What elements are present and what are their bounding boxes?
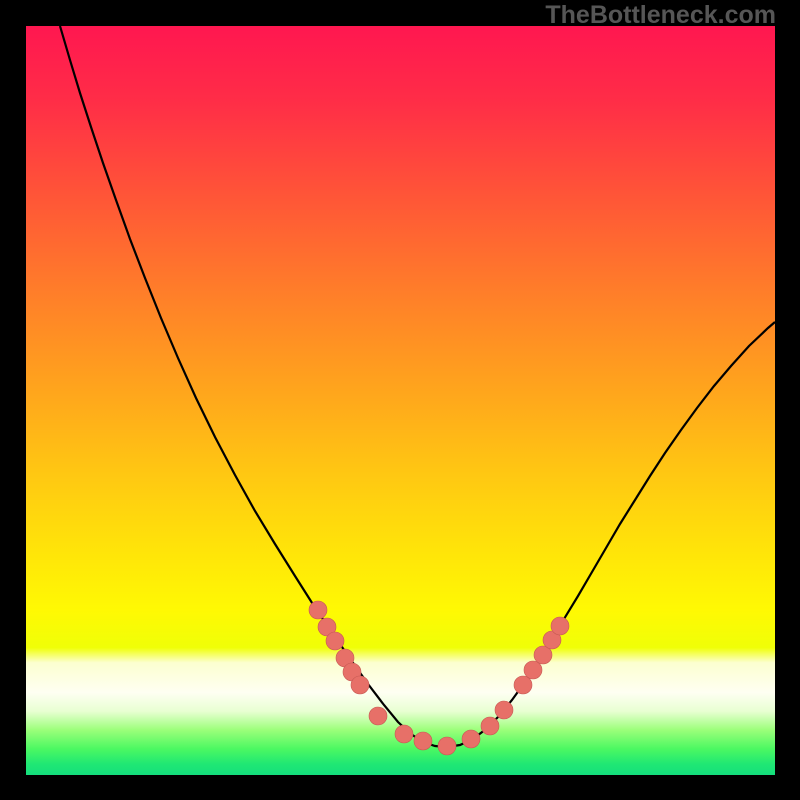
markers-group xyxy=(309,601,569,755)
data-marker xyxy=(462,730,480,748)
curve-layer xyxy=(26,26,775,775)
data-marker xyxy=(551,617,569,635)
data-marker xyxy=(309,601,327,619)
data-marker xyxy=(326,632,344,650)
data-marker xyxy=(438,737,456,755)
data-marker xyxy=(495,701,513,719)
data-marker xyxy=(524,661,542,679)
watermark-text: TheBottleneck.com xyxy=(545,1,776,30)
data-marker xyxy=(414,732,432,750)
data-marker xyxy=(369,707,387,725)
plot-area xyxy=(26,26,775,775)
data-marker xyxy=(514,676,532,694)
chart-stage: TheBottleneck.com xyxy=(0,0,800,800)
data-marker xyxy=(351,676,369,694)
bottleneck-curve xyxy=(60,26,775,747)
data-marker xyxy=(395,725,413,743)
data-marker xyxy=(481,717,499,735)
